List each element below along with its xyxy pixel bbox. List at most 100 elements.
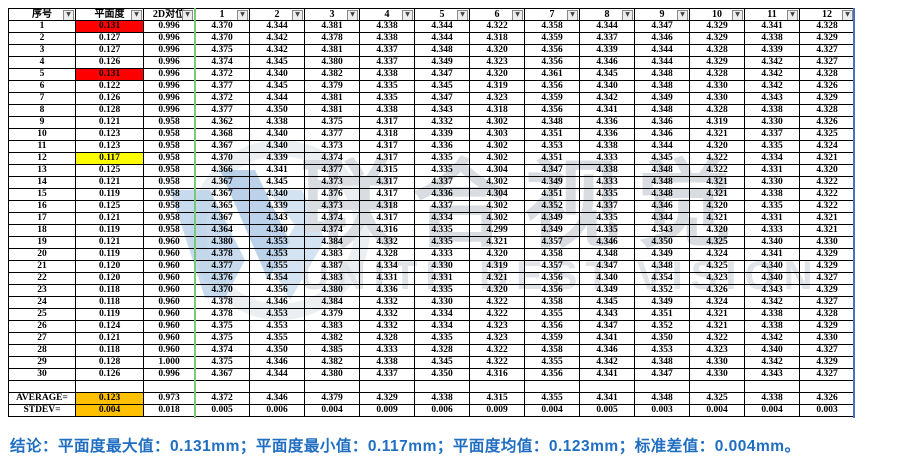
cell[interactable]: 4.322 <box>689 164 745 177</box>
cell[interactable]: 4.333 <box>744 224 800 237</box>
cell[interactable]: 4.331 <box>414 272 470 285</box>
cell[interactable]: 4.351 <box>634 308 690 321</box>
cell[interactable]: 4.340 <box>744 260 800 273</box>
cell[interactable]: 4.335 <box>744 200 800 213</box>
cell[interactable]: 4.329 <box>799 248 855 261</box>
cell[interactable]: 4.299 <box>469 224 525 237</box>
cell[interactable]: 4.327 <box>799 296 855 309</box>
cell[interactable]: 4.328 <box>799 68 855 81</box>
cell[interactable]: 4.338 <box>359 20 415 33</box>
cell[interactable]: 4.334 <box>414 308 470 321</box>
cell[interactable]: 4.370 <box>194 152 250 165</box>
cell[interactable]: 0.960 <box>143 284 195 297</box>
cell[interactable]: 0.996 <box>143 56 195 69</box>
cell[interactable]: 16 <box>8 200 76 213</box>
cell[interactable]: 0.121 <box>75 212 144 225</box>
cell[interactable]: 4.351 <box>524 152 580 165</box>
filter-dropdown-icon[interactable]: ▼ <box>237 10 248 20</box>
cell[interactable]: 4.378 <box>304 32 360 45</box>
cell[interactable]: 0.003 <box>634 404 690 417</box>
cell[interactable]: 4.379 <box>304 80 360 93</box>
cell[interactable]: 0.118 <box>75 284 144 297</box>
cell[interactable]: 4.357 <box>524 260 580 273</box>
cell[interactable]: 0.004 <box>304 404 360 417</box>
cell[interactable]: 4.335 <box>359 92 415 105</box>
cell[interactable]: 4.379 <box>304 392 360 405</box>
cell[interactable]: 15 <box>8 188 76 201</box>
cell[interactable]: 0.960 <box>143 332 195 345</box>
cell[interactable]: 4.321 <box>689 128 745 141</box>
cell[interactable]: 4.372 <box>194 68 250 81</box>
cell[interactable]: 4.325 <box>799 128 855 141</box>
cell[interactable]: 4.320 <box>469 68 525 81</box>
cell[interactable]: 4 <box>8 56 76 69</box>
cell[interactable]: 4.349 <box>634 92 690 105</box>
cell[interactable]: 4.356 <box>524 284 580 297</box>
cell[interactable]: 4.373 <box>304 140 360 153</box>
cell[interactable]: 0.958 <box>143 212 195 225</box>
cell[interactable]: 4.337 <box>359 44 415 57</box>
cell[interactable]: 0.121 <box>75 236 144 249</box>
cell[interactable]: 4.302 <box>469 212 525 225</box>
cell[interactable]: 4.343 <box>249 212 305 225</box>
cell[interactable]: 0.958 <box>143 152 195 165</box>
cell[interactable]: 4.377 <box>194 104 250 117</box>
cell[interactable]: 4.326 <box>799 80 855 93</box>
cell[interactable]: 4.331 <box>359 272 415 285</box>
cell[interactable]: 4.337 <box>744 128 800 141</box>
cell[interactable]: 4.302 <box>469 176 525 189</box>
cell[interactable]: 4.338 <box>359 104 415 117</box>
cell[interactable]: 22 <box>8 272 76 285</box>
cell[interactable]: 4.318 <box>359 128 415 141</box>
cell[interactable]: 4.336 <box>359 284 415 297</box>
cell[interactable]: 4.341 <box>579 104 635 117</box>
cell[interactable]: 4.348 <box>634 188 690 201</box>
cell[interactable]: 9 <box>8 116 76 129</box>
cell[interactable]: 4.319 <box>469 80 525 93</box>
cell[interactable]: 0.009 <box>469 404 525 417</box>
cell[interactable]: 4.332 <box>414 116 470 129</box>
cell[interactable]: 4.315 <box>359 164 415 177</box>
cell[interactable]: 21 <box>8 260 76 273</box>
cell[interactable]: 4.342 <box>744 80 800 93</box>
cell[interactable]: 13 <box>8 164 76 177</box>
cell[interactable]: 4.344 <box>249 368 305 381</box>
cell[interactable]: 1.000 <box>143 356 195 369</box>
cell[interactable]: 4.322 <box>469 308 525 321</box>
cell[interactable]: 4.332 <box>359 296 415 309</box>
cell[interactable]: 4.320 <box>469 284 525 297</box>
cell[interactable]: 4.346 <box>634 116 690 129</box>
cell[interactable]: 4.350 <box>249 344 305 357</box>
cell[interactable]: 4.319 <box>469 260 525 273</box>
cell[interactable]: 4.344 <box>414 20 470 33</box>
cell[interactable]: 6 <box>8 80 76 93</box>
cell[interactable]: 4.385 <box>304 344 360 357</box>
cell[interactable]: 4.326 <box>689 284 745 297</box>
cell[interactable]: 4.327 <box>799 272 855 285</box>
cell[interactable]: 4.343 <box>744 368 800 381</box>
cell[interactable]: 0.119 <box>75 248 144 261</box>
cell[interactable]: 4.382 <box>304 68 360 81</box>
cell[interactable]: 4.344 <box>249 20 305 33</box>
cell[interactable]: 4.337 <box>359 368 415 381</box>
cell[interactable]: 4.342 <box>249 44 305 57</box>
cell[interactable]: 4.329 <box>799 92 855 105</box>
cell[interactable]: 4.332 <box>359 320 415 333</box>
cell[interactable]: 4.383 <box>304 272 360 285</box>
cell[interactable]: 4.358 <box>524 296 580 309</box>
cell[interactable]: 4.374 <box>304 152 360 165</box>
cell[interactable]: 4.342 <box>744 296 800 309</box>
cell[interactable]: 4.375 <box>194 320 250 333</box>
cell[interactable]: 20 <box>8 248 76 261</box>
cell[interactable]: 4.334 <box>414 320 470 333</box>
cell[interactable]: 4.340 <box>249 68 305 81</box>
cell[interactable]: 4.304 <box>469 164 525 177</box>
cell[interactable]: 4.350 <box>414 368 470 381</box>
cell[interactable]: 4.381 <box>304 92 360 105</box>
cell[interactable]: 0.009 <box>359 404 415 417</box>
cell[interactable]: 4.378 <box>194 248 250 261</box>
cell[interactable]: 4.345 <box>414 80 470 93</box>
cell[interactable]: 4.302 <box>469 116 525 129</box>
cell[interactable]: 4.340 <box>249 224 305 237</box>
cell[interactable]: 4.346 <box>249 356 305 369</box>
